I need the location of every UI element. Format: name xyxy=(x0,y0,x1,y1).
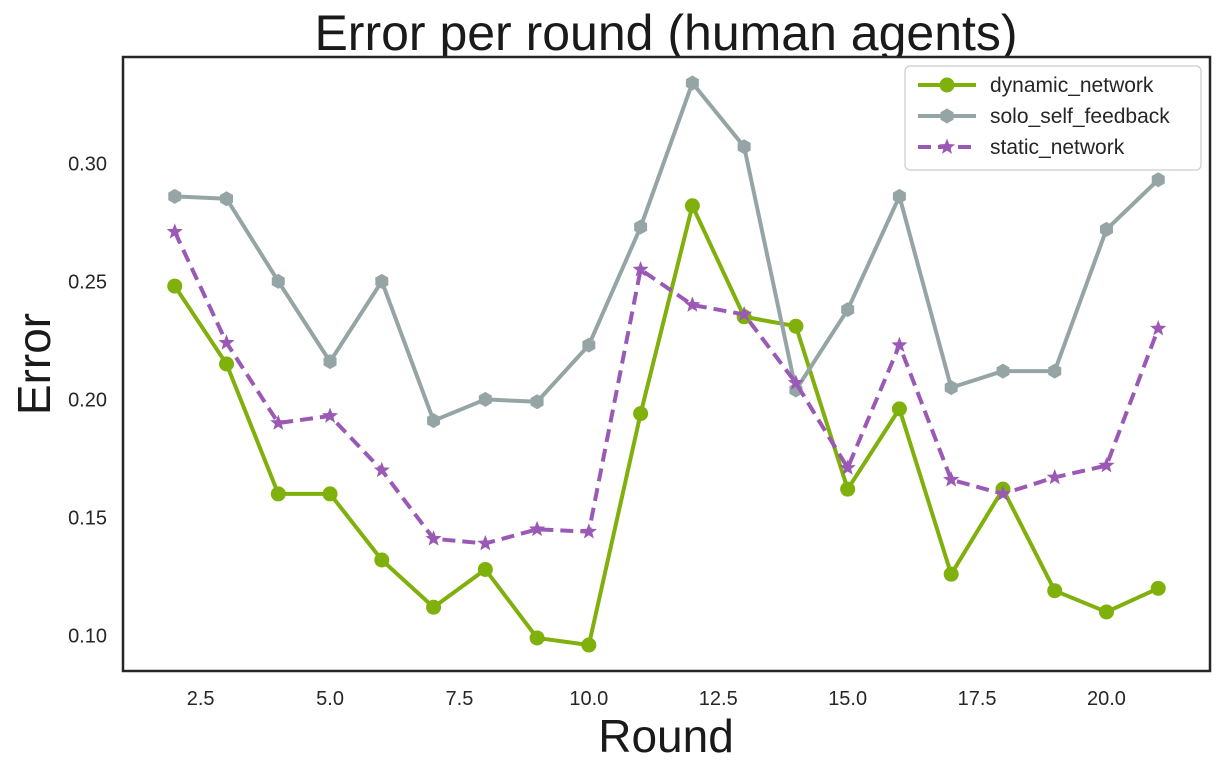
data-point xyxy=(1098,457,1115,473)
data-point xyxy=(1150,320,1167,336)
data-point xyxy=(1048,363,1062,379)
data-point xyxy=(891,336,908,352)
series-line xyxy=(173,203,1160,648)
x-tick-label: 20.0 xyxy=(1087,688,1126,710)
data-point xyxy=(736,305,753,322)
y-tick-label: 0.20 xyxy=(68,389,107,411)
x-tick-label: 10.0 xyxy=(569,688,608,710)
legend: dynamic_network solo_self_feedback static_… xyxy=(904,65,1202,171)
data-point xyxy=(530,394,544,410)
legend-item: solo_self_feedback xyxy=(918,105,1170,128)
data-point xyxy=(684,296,701,312)
data-point xyxy=(219,356,235,372)
data-point xyxy=(685,75,699,91)
data-point xyxy=(634,219,648,235)
legend-label: dynamic_network xyxy=(990,74,1154,97)
series-line xyxy=(174,80,1160,423)
data-point xyxy=(891,401,907,417)
data-point xyxy=(321,407,339,423)
data-point xyxy=(478,391,492,407)
data-point xyxy=(632,261,649,277)
data-point xyxy=(1151,172,1165,188)
data-point xyxy=(996,363,1010,379)
data-point xyxy=(839,459,856,475)
x-tick-label: 5.0 xyxy=(316,688,344,710)
data-point xyxy=(994,485,1012,501)
data-point xyxy=(684,198,700,214)
data-point xyxy=(1098,604,1114,620)
legend-label: static_network xyxy=(990,136,1125,159)
y-tick-label: 0.30 xyxy=(68,153,107,175)
x-tick-label: 15.0 xyxy=(828,688,867,710)
data-point xyxy=(322,486,338,502)
y-axis-ticks: 0.10 0.15 0.20 0.25 0.30 xyxy=(68,153,107,647)
data-point xyxy=(581,637,597,653)
data-point xyxy=(1046,468,1063,485)
legend-marker xyxy=(939,77,955,93)
legend-box xyxy=(904,65,1202,171)
data-point xyxy=(1150,580,1166,596)
data-point xyxy=(944,380,958,396)
data-point xyxy=(892,188,906,204)
chart-title: Error per round (human agents) xyxy=(314,5,1017,61)
data-point xyxy=(582,337,596,353)
data-point xyxy=(529,520,546,537)
legend-item: dynamic_network xyxy=(918,74,1154,97)
data-point xyxy=(270,414,287,430)
data-point xyxy=(218,334,235,350)
data-point xyxy=(580,523,597,539)
x-tick-label: 7.5 xyxy=(446,688,474,710)
data-point xyxy=(1099,221,1113,237)
data-point xyxy=(787,374,804,390)
y-axis-label: Error xyxy=(8,313,60,415)
data-point xyxy=(426,599,442,615)
data-point xyxy=(477,534,494,551)
data-point xyxy=(168,188,182,204)
legend-item: static_network xyxy=(918,136,1125,159)
data-point xyxy=(840,481,856,497)
data-point xyxy=(270,486,286,502)
data-point xyxy=(737,139,751,155)
y-tick-label: 0.15 xyxy=(68,508,107,530)
series-layer xyxy=(166,75,1167,653)
data-point xyxy=(323,354,337,370)
x-tick-label: 12.5 xyxy=(699,688,738,710)
data-point xyxy=(529,630,545,646)
data-point xyxy=(166,223,183,239)
data-point xyxy=(841,302,855,318)
legend-label: solo_self_feedback xyxy=(990,105,1170,128)
data-point xyxy=(425,530,442,546)
series-line xyxy=(172,230,1161,546)
data-point xyxy=(943,566,959,582)
data-point xyxy=(1047,583,1063,599)
data-point xyxy=(427,413,441,429)
data-point xyxy=(220,191,234,207)
x-axis-label: Round xyxy=(598,710,734,762)
data-point xyxy=(374,552,390,568)
x-axis-ticks: 2.5 5.0 7.5 10.0 12.5 15.0 17.5 20.0 xyxy=(187,688,1126,710)
x-tick-label: 2.5 xyxy=(187,688,215,710)
data-point xyxy=(788,318,804,334)
data-point xyxy=(477,561,493,577)
data-point xyxy=(633,406,649,422)
series-static-network xyxy=(166,223,1167,551)
data-point xyxy=(943,471,960,487)
data-point xyxy=(271,273,285,289)
legend-marker xyxy=(940,108,954,124)
legend-marker xyxy=(938,138,956,154)
data-point xyxy=(375,273,389,289)
data-point xyxy=(373,461,390,478)
y-tick-label: 0.10 xyxy=(68,626,107,648)
data-point xyxy=(167,278,183,294)
y-tick-label: 0.25 xyxy=(68,271,107,293)
x-tick-label: 17.5 xyxy=(958,688,997,710)
